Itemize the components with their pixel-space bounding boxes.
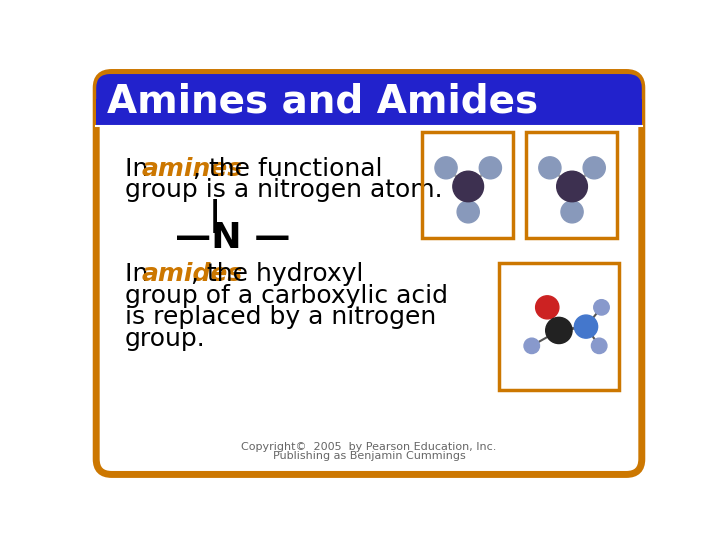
Circle shape	[453, 171, 484, 202]
Text: amines: amines	[141, 157, 242, 181]
Text: amides: amides	[141, 262, 243, 286]
Text: Amines and Amides: Amines and Amides	[107, 83, 538, 121]
Text: , the functional: , the functional	[193, 157, 382, 181]
Text: In: In	[125, 262, 156, 286]
Text: , the hydroxyl: , the hydroxyl	[191, 262, 363, 286]
Text: —N —: —N —	[175, 221, 291, 255]
Bar	[422, 132, 513, 238]
Text: |: |	[209, 199, 221, 233]
Circle shape	[546, 318, 572, 343]
Circle shape	[539, 157, 561, 179]
Circle shape	[435, 157, 457, 179]
Text: group is a nitrogen atom.: group is a nitrogen atom.	[125, 178, 443, 202]
Circle shape	[524, 338, 539, 354]
Text: In: In	[125, 157, 156, 181]
Circle shape	[591, 338, 607, 354]
Circle shape	[557, 171, 588, 202]
Circle shape	[536, 296, 559, 319]
Text: group of a carboxylic acid: group of a carboxylic acid	[125, 284, 448, 308]
Circle shape	[583, 157, 606, 179]
Circle shape	[561, 201, 583, 223]
Text: Publishing as Benjamin Cummings: Publishing as Benjamin Cummings	[273, 451, 465, 461]
Text: group.: group.	[125, 327, 206, 351]
Bar	[96, 99, 642, 125]
Circle shape	[457, 201, 480, 223]
Text: Copyright©  2005  by Pearson Education, Inc.: Copyright© 2005 by Pearson Education, In…	[241, 442, 497, 452]
Bar	[499, 262, 619, 390]
Circle shape	[594, 300, 609, 315]
Circle shape	[480, 157, 501, 179]
FancyBboxPatch shape	[96, 72, 642, 475]
FancyBboxPatch shape	[96, 74, 642, 125]
Text: is replaced by a nitrogen: is replaced by a nitrogen	[125, 305, 436, 329]
Circle shape	[575, 315, 598, 338]
Bar	[526, 132, 617, 238]
